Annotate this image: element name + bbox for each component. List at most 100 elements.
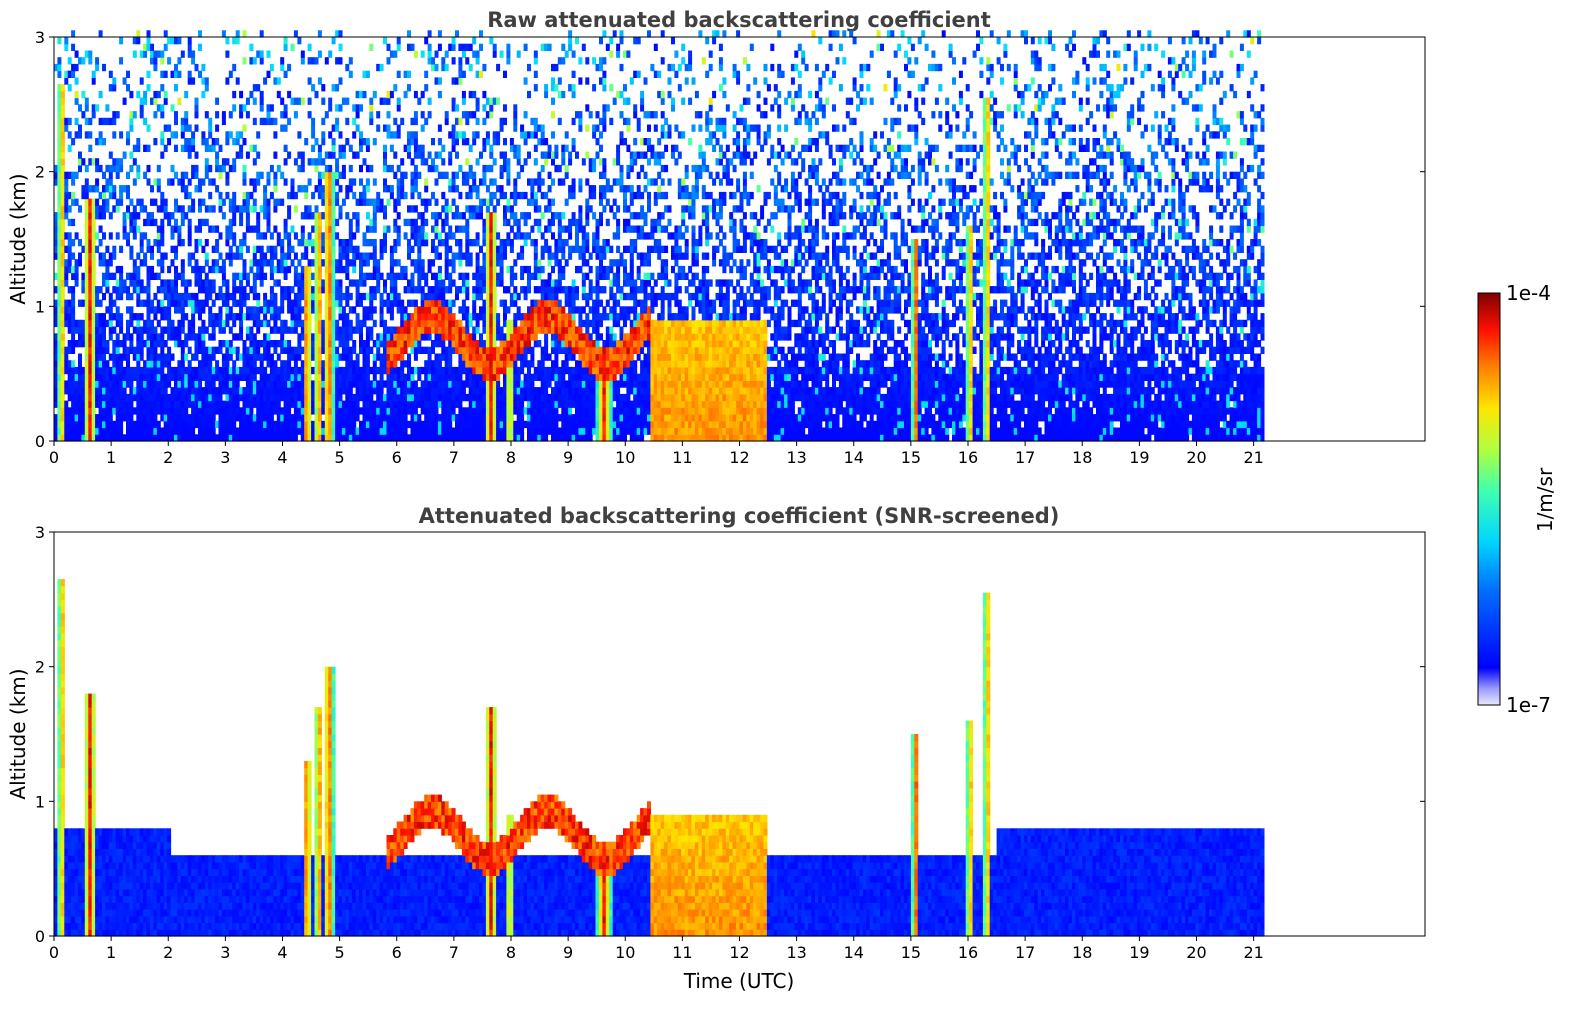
- heatmap-cell: [71, 400, 76, 408]
- heatmap-cell: [444, 387, 449, 395]
- heatmap-cell: [341, 380, 346, 388]
- heatmap-cell: [221, 279, 226, 287]
- heatmap-cell: [98, 131, 103, 139]
- heatmap-cell: [283, 427, 288, 435]
- heatmap-cell: [184, 387, 189, 395]
- heatmap-cell: [557, 434, 562, 442]
- heatmap-cell: [362, 414, 367, 422]
- heatmap-cell: [523, 360, 528, 368]
- heatmap-cell: [451, 43, 456, 51]
- heatmap-cell: [458, 43, 463, 51]
- heatmap-cell: [520, 340, 525, 348]
- heatmap-cell: [441, 319, 446, 328]
- heatmap-cell: [174, 265, 178, 274]
- heatmap-cell: [523, 43, 528, 51]
- heatmap-cell: [437, 360, 442, 368]
- heatmap-cell: [413, 340, 418, 348]
- heatmap-cell: [516, 218, 521, 227]
- heatmap-cell: [365, 340, 370, 348]
- heatmap-cell: [156, 164, 161, 173]
- heatmap-cell: [540, 380, 545, 388]
- heatmap-cell: [235, 400, 240, 408]
- heatmap-cell: [383, 97, 387, 105]
- heatmap-cell: [263, 333, 268, 341]
- heatmap-cell: [263, 232, 268, 240]
- heatmap-cell: [561, 272, 566, 280]
- heatmap-cell: [348, 178, 353, 186]
- heatmap-cell: [431, 272, 435, 280]
- heatmap-cell: [338, 340, 343, 348]
- heatmap-cell: [451, 340, 456, 348]
- heatmap-cell: [177, 37, 182, 45]
- heatmap-cell: [249, 178, 254, 186]
- heatmap-cell: [540, 286, 545, 294]
- heatmap-cell: [551, 340, 555, 348]
- heatmap-cell: [266, 306, 271, 314]
- heatmap-cell: [362, 366, 367, 375]
- heatmap-cell: [393, 279, 398, 287]
- heatmap-cell: [311, 353, 316, 361]
- heatmap-cell: [84, 380, 89, 388]
- heatmap-cell: [413, 185, 418, 193]
- heatmap-cell: [64, 387, 69, 395]
- heatmap-cell: [170, 366, 175, 375]
- heatmap-cell: [167, 292, 172, 301]
- heatmap-cell: [509, 279, 514, 287]
- heatmap-cell: [530, 198, 535, 206]
- heatmap-cell: [413, 286, 418, 294]
- heatmap-cell: [400, 393, 405, 402]
- heatmap-cell: [215, 124, 220, 132]
- heatmap-cell: [225, 353, 230, 361]
- heatmap-cell: [317, 218, 322, 227]
- heatmap-cell: [554, 259, 559, 267]
- heatmap-cell: [328, 286, 333, 294]
- heatmap-cell: [345, 252, 350, 260]
- heatmap-cell: [143, 400, 148, 408]
- heatmap-cell: [269, 373, 274, 381]
- heatmap-cell: [280, 97, 285, 105]
- heatmap-cell: [527, 420, 531, 429]
- heatmap-cell: [451, 171, 456, 179]
- heatmap-cell: [57, 104, 62, 112]
- heatmap-cell: [369, 393, 374, 402]
- heatmap-cell: [496, 97, 501, 105]
- heatmap-cell: [67, 265, 72, 274]
- heatmap-cell: [201, 407, 206, 415]
- heatmap-cell: [81, 340, 86, 348]
- heatmap-cell: [307, 158, 312, 166]
- heatmap-cell: [276, 373, 281, 381]
- heatmap-cell: [345, 414, 350, 422]
- heatmap-cell: [317, 158, 322, 166]
- heatmap-cell: [434, 360, 439, 368]
- heatmap-cell: [276, 77, 281, 85]
- heatmap-cell: [153, 218, 158, 227]
- heatmap-cell: [64, 198, 69, 206]
- heatmap-cell: [304, 185, 309, 193]
- heatmap-cell: [386, 198, 391, 206]
- heatmap-cell: [174, 366, 178, 375]
- heatmap-cell: [338, 299, 343, 307]
- heatmap-cell: [153, 387, 158, 395]
- heatmap-cell: [160, 360, 165, 368]
- heatmap-cell: [523, 239, 528, 247]
- heatmap-cell: [232, 313, 237, 321]
- heatmap-cell: [530, 191, 535, 200]
- heatmap-cell: [249, 43, 254, 51]
- heatmap-cell: [108, 393, 113, 402]
- heatmap-cell: [441, 353, 446, 361]
- heatmap-cell: [191, 205, 196, 213]
- heatmap-cell: [527, 346, 531, 354]
- heatmap-cell: [509, 265, 514, 274]
- heatmap-cell: [544, 292, 549, 301]
- heatmap-cell: [88, 57, 93, 65]
- heatmap-cell: [293, 353, 298, 361]
- heatmap-cell: [311, 306, 316, 314]
- heatmap-cell: [91, 286, 96, 294]
- heatmap-cell: [156, 373, 161, 381]
- heatmap-cell: [204, 387, 209, 395]
- heatmap-cell: [242, 427, 247, 435]
- heatmap-cell: [335, 393, 340, 402]
- heatmap-cell: [383, 232, 387, 240]
- heatmap-cell: [88, 373, 93, 381]
- heatmap-cell: [129, 225, 134, 233]
